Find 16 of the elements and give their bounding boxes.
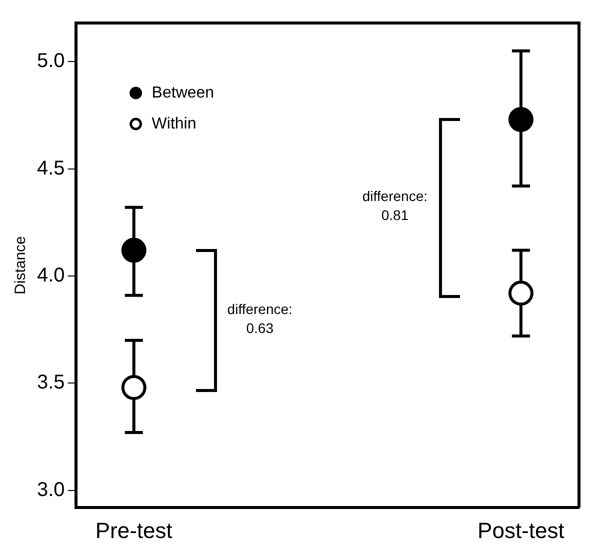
annotation: difference: 0.63: [227, 300, 292, 336]
legend-label: Within: [152, 115, 196, 132]
legend-label: Between: [152, 84, 214, 102]
x-tick-label: Post-test: [478, 518, 564, 543]
point: [121, 238, 146, 263]
point: [508, 106, 534, 132]
y-tick-label: 4.5: [36, 157, 65, 180]
y-tick-label: 3.0: [36, 478, 65, 501]
x-tick-label: Pre-test: [95, 518, 172, 543]
point: [508, 280, 534, 306]
y-tick-label: 3.5: [36, 372, 65, 394]
y-axis-title: Distance: [12, 236, 30, 294]
point: [121, 375, 146, 400]
y-tick-label: 5.0: [36, 50, 65, 72]
annotation: difference: 0.81: [362, 188, 428, 224]
y-tick-label: 4.0: [36, 264, 65, 287]
